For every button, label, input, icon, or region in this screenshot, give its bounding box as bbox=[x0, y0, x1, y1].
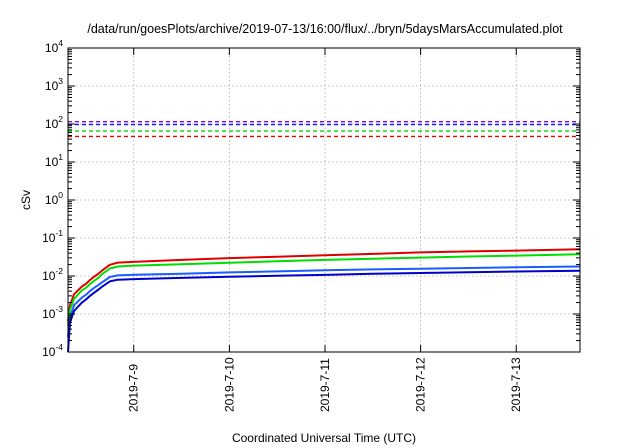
x-tick-label: 2019-7-12 bbox=[414, 357, 428, 412]
y-tick-label: 10-3 bbox=[42, 304, 63, 321]
series-line bbox=[67, 269, 581, 353]
x-tick-label: 2019-7-10 bbox=[222, 357, 236, 412]
series-line bbox=[67, 265, 581, 338]
y-axis-title: cSv bbox=[19, 190, 33, 210]
grid-lines bbox=[68, 48, 580, 352]
series-line bbox=[67, 248, 581, 322]
y-tick-labels: 10-4 10-3 10-2 10-1 100 101 102 103 104 bbox=[42, 38, 63, 359]
x-axis-title: Coordinated Universal Time (UTC) bbox=[232, 431, 416, 445]
axis-ticks bbox=[68, 47, 580, 353]
y-tick-label: 101 bbox=[45, 152, 63, 169]
y-tick-label: 104 bbox=[45, 38, 63, 55]
series-lines bbox=[67, 248, 581, 353]
y-tick-label: 10-2 bbox=[42, 266, 63, 283]
x-tick-labels: 2019-7-9 2019-7-10 2019-7-11 2019-7-12 2019-… bbox=[127, 357, 524, 412]
y-tick-label: 10-4 bbox=[42, 342, 63, 359]
chart-title: /data/run/goesPlots/archive/2019-07-13/1… bbox=[87, 22, 563, 36]
y-tick-label: 10-1 bbox=[42, 228, 63, 245]
x-tick-label: 2019-7-9 bbox=[127, 364, 141, 412]
x-tick-label: 2019-7-11 bbox=[318, 358, 332, 412]
series-line bbox=[67, 253, 581, 326]
y-tick-label: 103 bbox=[45, 76, 63, 93]
y-tick-label: 102 bbox=[45, 114, 63, 131]
y-tick-label: 100 bbox=[45, 190, 63, 207]
x-tick-label: 2019-7-13 bbox=[509, 357, 523, 412]
reference-lines bbox=[68, 120, 580, 138]
